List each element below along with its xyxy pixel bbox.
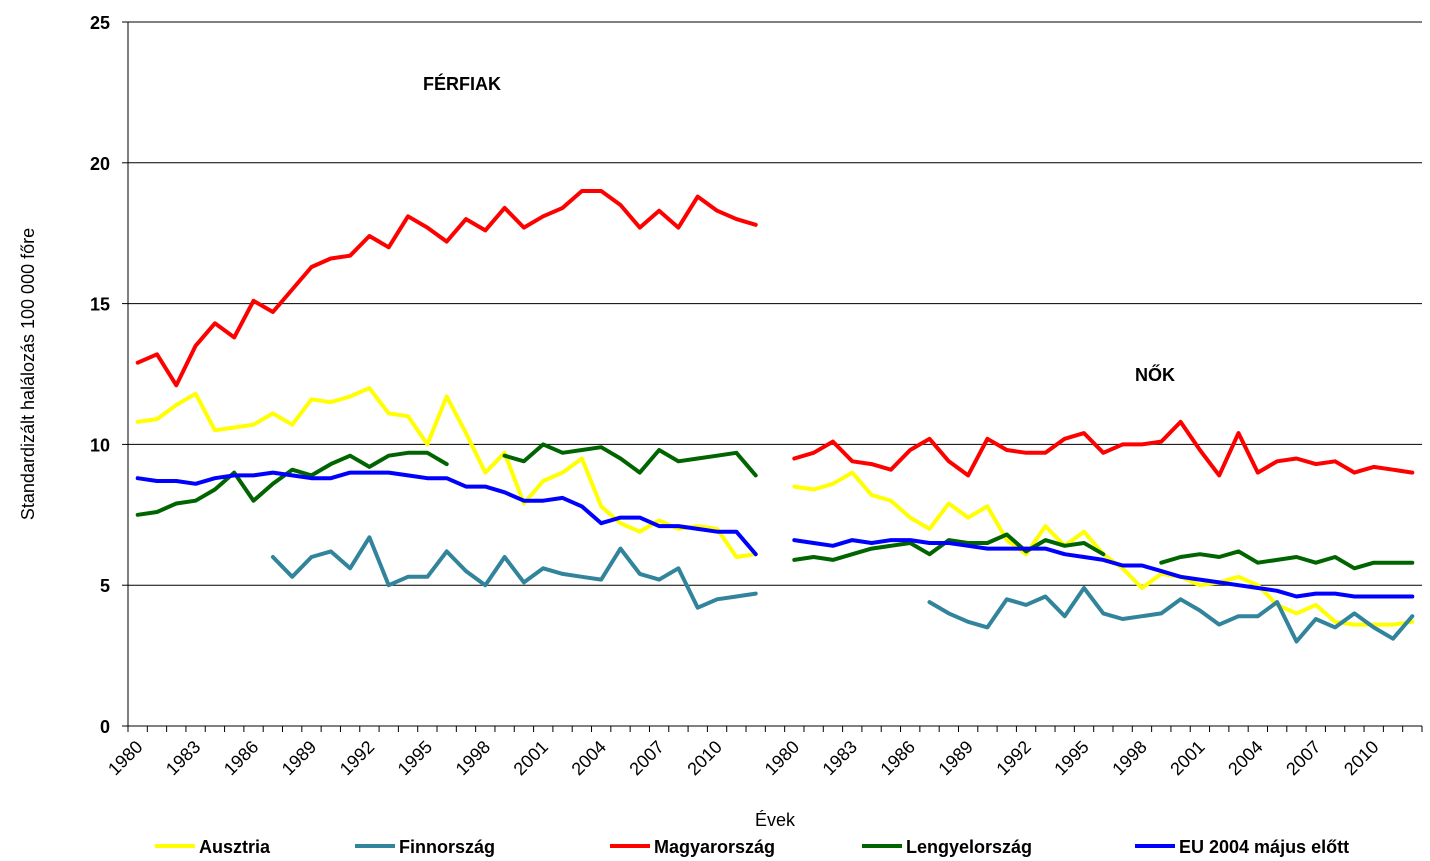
y-tick-label: 0 [100, 717, 110, 737]
x-tick-label: 2007 [625, 737, 667, 779]
x-tick-label: 1998 [1108, 737, 1150, 779]
x-tick-label: 1992 [336, 737, 378, 779]
x-tick-label: 1995 [1050, 737, 1092, 779]
x-tick-label: 2010 [1340, 737, 1382, 779]
y-tick-label: 25 [90, 13, 110, 33]
x-tick-label: 2001 [1166, 737, 1208, 779]
legend-label: Finnország [399, 837, 495, 857]
x-tick-label: 1995 [394, 737, 436, 779]
x-tick-label: 1986 [877, 737, 919, 779]
x-tick-label: 1989 [278, 737, 320, 779]
y-tick-label: 20 [90, 154, 110, 174]
legend-label: Ausztria [199, 837, 271, 857]
x-tick-label: 1983 [162, 737, 204, 779]
y-tick-label: 5 [100, 576, 110, 596]
legend-label: EU 2004 május előtt [1179, 837, 1349, 857]
x-tick-label: 1992 [992, 737, 1034, 779]
legend-label: Lengyelország [906, 837, 1032, 857]
annotation: NŐK [1135, 364, 1175, 385]
x-axis-label: Évek [755, 810, 796, 830]
x-tick-label: 1980 [761, 737, 803, 779]
x-tick-label: 1998 [452, 737, 494, 779]
series-line [270, 535, 1415, 644]
annotation: FÉRFIAK [423, 73, 501, 94]
x-tick-label: 2007 [1282, 737, 1324, 779]
series-line [135, 189, 1415, 478]
x-tick-label: 1980 [104, 737, 146, 779]
x-tick-label: 1983 [819, 737, 861, 779]
x-tick-label: 2004 [1224, 737, 1266, 779]
x-tick-label: 2010 [683, 737, 725, 779]
series-line [135, 442, 1415, 571]
series-line [135, 470, 1415, 599]
series-line [135, 386, 1415, 627]
x-tick-label: 1989 [935, 737, 977, 779]
y-tick-label: 15 [90, 295, 110, 315]
x-tick-label: 1986 [220, 737, 262, 779]
x-tick-label: 2001 [510, 737, 552, 779]
y-axis-label: Standardizált halálozás 100 000 főre [18, 228, 38, 520]
x-tick-label: 2004 [568, 737, 610, 779]
y-tick-label: 10 [90, 435, 110, 455]
legend-label: Magyarország [654, 837, 775, 857]
